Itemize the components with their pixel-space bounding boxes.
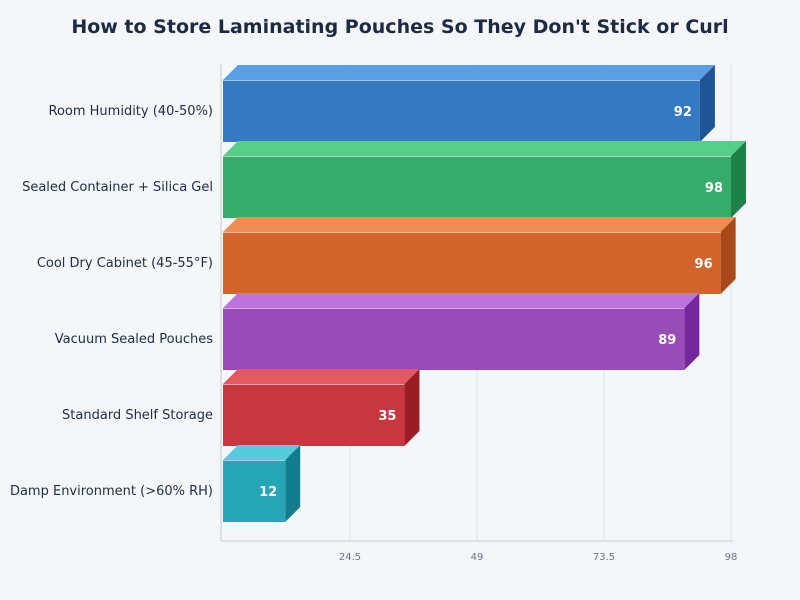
bar [223,156,731,218]
category-label: Cool Dry Cabinet (45-55°F) [37,256,213,271]
bar-value-label: 92 [674,105,692,120]
bar-side-face [404,369,420,446]
bar [223,80,700,142]
bar-group [223,369,420,446]
bar-side-face [720,217,736,294]
bar-top-face [223,141,746,156]
bar-group [223,141,746,218]
bar [223,460,286,522]
bar-value-label: 98 [705,181,723,196]
bar-group [223,217,736,294]
bar-side-face [731,141,746,218]
bar-top-face [223,65,715,80]
bar-group [223,293,700,370]
bar-group [223,65,715,142]
bar-side-face [285,445,301,522]
category-label: Sealed Container + Silica Gel [22,180,213,195]
x-tick-label: 49 [471,552,484,563]
bar-value-label: 96 [695,257,713,272]
bar-value-label: 89 [658,333,676,348]
bar-top-face [223,445,301,460]
bar-value-label: 12 [259,485,277,500]
bar-top-face [223,369,420,384]
x-tick-label: 24.5 [339,552,361,563]
x-tick-label: 98 [725,552,738,563]
category-label: Room Humidity (40-50%) [49,104,214,119]
category-label: Damp Environment (>60% RH) [10,484,213,499]
bar-value-label: 35 [378,409,396,424]
x-tick-label: 73.5 [593,552,615,563]
bar-top-face [223,293,700,308]
bar [223,384,405,446]
chart-title: How to Store Laminating Pouches So They … [71,16,729,38]
bar [223,308,685,370]
bar-top-face [223,217,736,232]
category-label: Vacuum Sealed Pouches [55,332,213,347]
bar-side-face [699,65,715,142]
bar-side-face [684,293,700,370]
bar-group [223,445,301,522]
bar [223,232,721,294]
category-label: Standard Shelf Storage [62,408,213,423]
